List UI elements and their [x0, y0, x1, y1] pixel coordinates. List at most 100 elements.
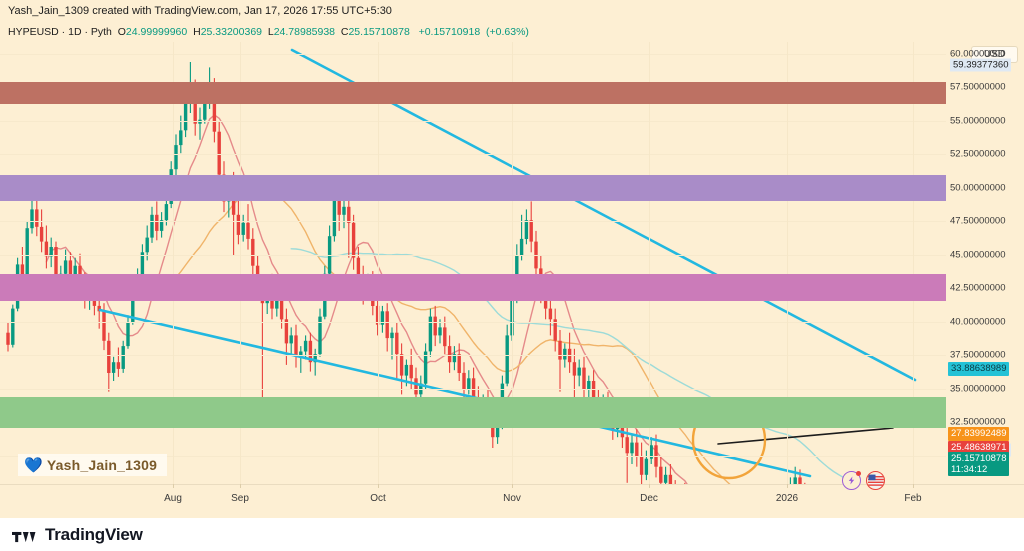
chart-pane[interactable]: 💙 Yash_Jain_1309: [0, 42, 946, 484]
resistance-zone-upper[interactable]: [0, 82, 946, 104]
candle-body: [107, 340, 111, 373]
legend-low-label: L: [267, 26, 274, 38]
price-tick-label: 42.50000000: [950, 282, 1006, 294]
candle-body: [587, 381, 591, 389]
candle-body: [30, 209, 34, 229]
resistance-zone-lower[interactable]: [0, 273, 946, 301]
candle-body: [68, 260, 73, 284]
descending-support[interactable]: [98, 308, 812, 478]
legend-open-value: 24.99999960: [125, 26, 188, 38]
time-tick-mark: [173, 484, 174, 488]
candle-body: [284, 319, 289, 344]
heart-icon: 💙: [24, 456, 43, 474]
time-tick-label: Dec: [640, 493, 658, 504]
candle-body: [635, 442, 639, 456]
candle-body: [582, 367, 586, 389]
candle-body: [313, 354, 317, 363]
time-tick-mark: [787, 484, 788, 488]
candle-body: [356, 257, 361, 277]
candle-body: [462, 372, 466, 389]
candle-body: [212, 88, 217, 132]
price-tick-label: 60.00000000: [950, 48, 1006, 60]
price-tick-label: 35.00000000: [950, 383, 1006, 395]
candle-body: [294, 335, 298, 357]
legend-change: +0.15710918: [418, 26, 481, 38]
candle-body: [548, 308, 553, 320]
candle-body: [404, 364, 409, 376]
ema-label[interactable]: 27.83992489: [948, 427, 1010, 441]
candle-body: [625, 437, 629, 454]
price-axis[interactable]: USD 60.00000000 57.50000000 55.00000000 52.…: [946, 42, 1024, 484]
candle-body: [145, 237, 149, 253]
legend-symbol[interactable]: HYPEUSD: [8, 26, 59, 38]
resistance-zone-mid[interactable]: [0, 174, 946, 202]
ma-slow-cyan: [290, 248, 857, 484]
sma-label[interactable]: 33.88638989: [948, 362, 1010, 376]
legend-low-value: 24.78985938: [273, 26, 336, 38]
candle-body: [524, 220, 529, 239]
candle-body: [179, 130, 183, 146]
legend-close-label: C: [340, 26, 349, 38]
legend-open-label: O: [117, 26, 126, 38]
candle-body: [351, 222, 356, 258]
legend-exchange[interactable]: Pyth: [90, 26, 112, 38]
candle-body: [457, 354, 461, 373]
candle-body: [217, 131, 221, 175]
gridline-vertical: [649, 42, 650, 484]
candle-body: [409, 364, 413, 379]
ascending-support[interactable]: [717, 427, 894, 445]
candle-body: [318, 316, 322, 355]
us-flag-icon[interactable]: [866, 471, 885, 490]
gridline-horizontal: [0, 389, 946, 390]
candle-body: [246, 222, 250, 239]
flash-icon[interactable]: [842, 471, 861, 490]
time-tick-label: Nov: [503, 493, 521, 504]
candle-body: [289, 335, 293, 344]
ma-label-value: 25.48638971: [951, 442, 1007, 453]
candle-body: [193, 94, 197, 124]
gridline-horizontal: [0, 355, 946, 356]
candle-body: [385, 311, 389, 339]
candle-body: [654, 445, 658, 467]
candle-body: [270, 292, 274, 309]
legend-interval[interactable]: 1D: [68, 26, 82, 38]
support-zone-green[interactable]: [0, 397, 946, 428]
candle-body: [563, 348, 567, 360]
candle-body: [54, 247, 58, 282]
candle-body: [519, 238, 524, 255]
descending-resistance[interactable]: [290, 48, 917, 382]
candle-body: [140, 252, 145, 282]
legend-sep-2: ·: [81, 26, 91, 38]
candle-body: [337, 198, 341, 215]
candle-body: [116, 362, 121, 369]
candle-body: [505, 335, 509, 384]
candle-body: [39, 226, 44, 242]
candle-body: [251, 238, 255, 266]
candle-body: [279, 287, 284, 320]
candle-body: [155, 214, 159, 231]
gridline-vertical: [173, 42, 174, 484]
time-tick-label: Feb: [904, 493, 922, 504]
sma-label-value: 33.88638989: [951, 363, 1007, 374]
ema-label-value: 27.83992489: [951, 428, 1007, 439]
candle-body: [49, 247, 53, 257]
candle-body: [495, 426, 500, 438]
last-price-label[interactable]: 25.15710878 11:34:12: [948, 452, 1010, 476]
candle-body: [630, 442, 634, 454]
candle-body: [164, 204, 169, 221]
candle-body: [174, 145, 178, 170]
candle-body: [798, 477, 802, 484]
candle-body: [102, 311, 106, 341]
candle-body: [332, 198, 337, 237]
time-axis[interactable]: Aug Sep Oct Nov Dec 2026 Feb: [0, 484, 1024, 518]
candle-body: [63, 260, 68, 274]
price-tick-label: 27.50000000: [950, 484, 1005, 485]
gridline-vertical: [378, 42, 379, 484]
ma-label[interactable]: 25.48638971: [948, 441, 1010, 455]
gridline-horizontal: [0, 322, 946, 323]
legend-close-value: 25.15710878: [348, 26, 410, 38]
price-tick-label: 37.50000000: [950, 349, 1006, 361]
candle-body: [423, 351, 428, 384]
price-tick-label: 50.00000000: [950, 182, 1006, 194]
